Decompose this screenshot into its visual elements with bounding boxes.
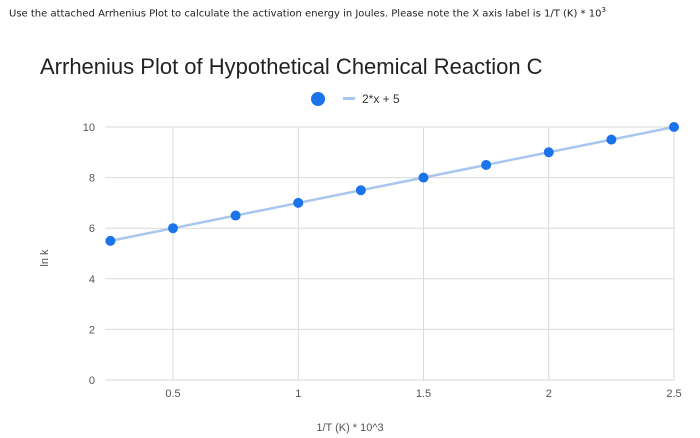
grid-lines [105,126,675,381]
y-tick-label: 6 [89,223,95,235]
data-point [105,235,116,246]
legend-trendline-label: 2*x + 5 [362,92,400,106]
y-tick-label: 8 [89,173,95,185]
question-main: Use the attached Arrhenius Plot to calcu… [9,8,602,20]
y-tick-labels: 0 2 4 6 8 10 [83,122,95,387]
y-tick-label: 2 [89,324,95,336]
x-axis-label: 1/T (K) * 10^3 [316,422,383,434]
trendline-layer [110,125,675,243]
data-point [669,122,679,132]
data-point [355,185,366,196]
data-point [543,147,554,158]
data-point [481,159,492,170]
x-tick-label: 2.5 [666,388,681,400]
x-tick-label: 1.5 [416,388,431,400]
chart-legend: 2*x + 5 [311,92,400,106]
y-tick-label: 10 [83,122,95,134]
y-axis-label: ln k [39,249,51,267]
question-superscript: 3 [601,6,606,14]
y-tick-label: 0 [89,375,95,387]
question-text: Use the attached Arrhenius Plot to calcu… [9,6,649,19]
legend-marker [311,92,325,106]
data-point [168,223,178,234]
x-tick-labels: 0.5 1 1.5 2 2.5 [165,388,681,400]
x-tick-label: 1 [295,388,301,400]
legend-trendline-swatch [343,97,355,100]
chart-title: Arrhenius Plot of Hypothetical Chemical … [40,54,543,79]
x-tick-label: 0.5 [165,388,180,400]
data-point [293,197,304,208]
data-point [418,172,429,183]
data-point [606,134,617,145]
x-tick-label: 2 [546,388,552,400]
trendline [110,125,675,243]
data-points [105,122,679,246]
y-tick-label: 4 [89,274,95,286]
data-point [230,210,241,221]
